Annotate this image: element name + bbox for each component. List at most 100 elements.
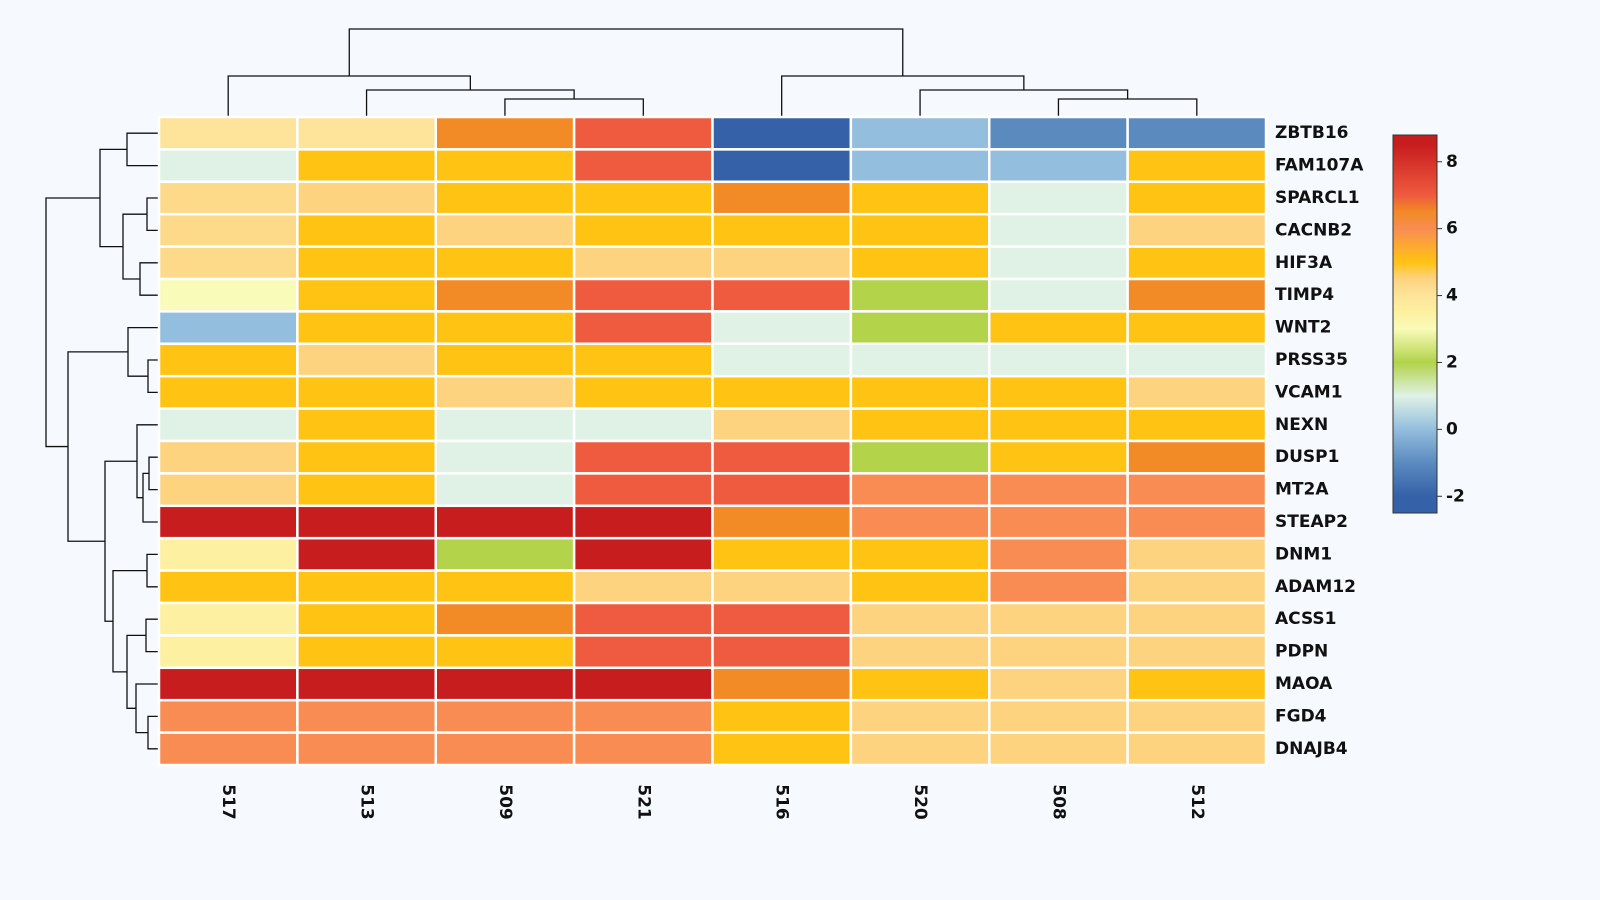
heatmap-cell (434, 310, 576, 346)
heatmap-cell (572, 439, 714, 475)
row-label: MAOA (1275, 674, 1333, 694)
dendrogram-branch (919, 89, 1129, 117)
heatmap-cell (157, 569, 299, 605)
heatmap-cell (1126, 407, 1268, 443)
heatmap-cell (711, 634, 853, 670)
heatmap-cell (849, 439, 991, 475)
heatmap-cell (849, 180, 991, 216)
heatmap-cell (849, 666, 991, 702)
column-dendrogram (227, 28, 1198, 117)
heatmap-cell (296, 472, 437, 508)
heatmap-cell (1126, 148, 1268, 184)
dendrogram-branch (147, 359, 159, 394)
heatmap-cell (157, 342, 299, 378)
dendrogram-branch (504, 98, 644, 117)
heatmap-cell (572, 180, 714, 216)
heatmap-cell (849, 698, 991, 734)
row-label: DNM1 (1275, 544, 1332, 564)
heatmap-cell (711, 666, 853, 702)
dendrogram-branch (1057, 98, 1198, 117)
heatmap-cell (988, 277, 1129, 313)
heatmap-cell (988, 698, 1129, 734)
heatmap-cell (711, 536, 853, 572)
column-label: 513 (357, 784, 377, 820)
colorbar-tick-label: 0 (1446, 419, 1458, 439)
row-label: WNT2 (1275, 318, 1331, 338)
heatmap-cell (1126, 698, 1268, 734)
row-label: SPARCL1 (1275, 188, 1360, 208)
heatmap-cell (296, 115, 437, 151)
heatmap-cell (157, 504, 299, 540)
heatmap-cell (988, 439, 1129, 475)
heatmap-cell (434, 212, 576, 248)
heatmap-cell (434, 407, 576, 443)
heatmap-cell (434, 148, 576, 184)
heatmap-cell (157, 310, 299, 346)
row-label: MT2A (1275, 480, 1329, 500)
heatmap-cell (157, 536, 299, 572)
heatmap-cell (849, 374, 991, 410)
row-label: ACSS1 (1275, 609, 1337, 629)
heatmap-cell (711, 731, 853, 767)
heatmap-cell (157, 472, 299, 508)
colorbar-tick-label: 8 (1446, 152, 1458, 172)
heatmap-cell (434, 342, 576, 378)
row-label: TIMP4 (1275, 285, 1334, 305)
heatmap-cell (296, 180, 437, 216)
dendrogram-branch (139, 262, 159, 296)
dendrogram-branch (146, 197, 159, 232)
heatmap-cell (157, 634, 299, 670)
row-label: CACNB2 (1275, 220, 1352, 240)
heatmap-cell (572, 374, 714, 410)
dendrogram-branch (67, 351, 128, 542)
heatmap-cell (988, 666, 1129, 702)
heatmap-cell (296, 374, 437, 410)
heatmap-cell (849, 731, 991, 767)
column-label: 517 (218, 784, 238, 820)
heatmap-cell (711, 601, 853, 637)
column-label: 521 (633, 784, 653, 820)
heatmap-cell (988, 342, 1129, 378)
heatmap-cell (988, 212, 1129, 248)
heatmap-cell (849, 115, 991, 151)
colorbar-bar (1392, 134, 1438, 514)
heatmap-cell (296, 601, 437, 637)
heatmap-cell (296, 536, 437, 572)
dendrogram-branch (122, 213, 147, 280)
heatmap-cell (988, 245, 1129, 281)
dendrogram-branch (147, 715, 159, 750)
heatmap-cell (1126, 310, 1268, 346)
heatmap-cell (434, 277, 576, 313)
heatmap-cell (296, 731, 437, 767)
heatmap-cell (1126, 439, 1268, 475)
dendrogram-branch (348, 28, 904, 76)
heatmap-cell (157, 115, 299, 151)
row-label: ADAM12 (1275, 577, 1356, 597)
heatmap-cell (157, 601, 299, 637)
heatmap-cell (711, 407, 853, 443)
row-label: STEAP2 (1275, 512, 1348, 532)
heatmap-cell (572, 536, 714, 572)
heatmap-cell (572, 212, 714, 248)
heatmap-cell (711, 698, 853, 734)
colorbar-tick-label: -2 (1446, 486, 1465, 506)
heatmap-cell (1126, 374, 1268, 410)
dendrogram-branch (45, 197, 100, 448)
heatmap-cell (434, 245, 576, 281)
row-label: HIF3A (1275, 253, 1333, 273)
heatmap-cell (1126, 504, 1268, 540)
row-label: FGD4 (1275, 706, 1327, 726)
heatmap-cell (711, 277, 853, 313)
heatmap-cell (572, 601, 714, 637)
heatmap-cell (1126, 212, 1268, 248)
heatmap-cell (157, 407, 299, 443)
row-label: VCAM1 (1275, 382, 1343, 402)
heatmap-cell (157, 148, 299, 184)
heatmap-cell (434, 536, 576, 572)
heatmap-cell (157, 374, 299, 410)
heatmap-cell (296, 342, 437, 378)
heatmap-cell (988, 148, 1129, 184)
row-label: PRSS35 (1275, 350, 1348, 370)
heatmap-cell (711, 148, 853, 184)
